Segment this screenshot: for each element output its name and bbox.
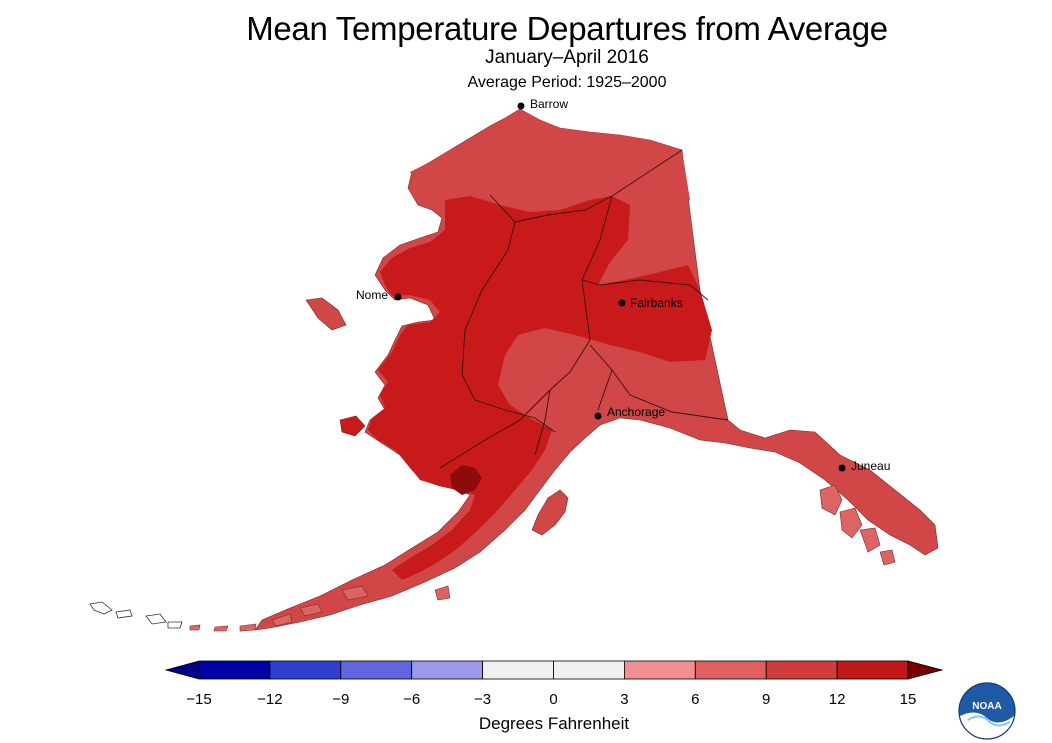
legend-bin	[836, 660, 909, 680]
city-label-nome: Nome	[356, 288, 388, 302]
city-label-anchorage: Anchorage	[607, 405, 665, 419]
legend-unit-label: Degrees Fahrenheit	[478, 714, 630, 733]
legend-tick-label: −6	[403, 691, 421, 708]
legend-tick-label: 15	[899, 691, 917, 708]
legend-bin	[198, 660, 271, 680]
panhandle-islands	[819, 484, 896, 566]
legend-bin	[340, 660, 413, 680]
city-fairbanks: Fairbanks	[618, 296, 683, 310]
climate-division-lines	[439, 149, 729, 469]
city-label-fairbanks: Fairbanks	[630, 296, 683, 310]
legend-tick-label: −15	[186, 691, 212, 708]
legend-underflow-triangle	[164, 660, 200, 680]
legend-tick-label: 3	[620, 691, 629, 708]
map-title: Mean Temperature Departures from Average	[246, 10, 888, 47]
average-period: Average Period: 1925–2000	[467, 74, 667, 91]
legend-bin	[694, 660, 767, 680]
nunivak-island	[339, 415, 366, 437]
city-barrow: Barrow	[517, 97, 568, 111]
legend-bin	[411, 660, 484, 680]
legend-tick-label: 12	[828, 691, 846, 708]
legend-bin	[765, 660, 838, 680]
kodiak-island	[531, 489, 569, 536]
legend-tick-label: 6	[691, 691, 700, 708]
city-juneau: Juneau	[838, 459, 890, 473]
city-label-barrow: Barrow	[530, 97, 568, 111]
st-lawrence-island	[305, 297, 347, 331]
legend-tick-label: −12	[257, 691, 283, 708]
alaska-landmass	[89, 108, 939, 632]
legend-tick-label: −9	[332, 691, 350, 708]
western-aleutians	[89, 601, 183, 629]
noaa-logo-text: NOAA	[972, 701, 1001, 712]
legend-colorbar	[164, 660, 944, 680]
legend-tick-label: −3	[474, 691, 492, 708]
mainland-shape	[254, 108, 939, 631]
legend-tick-label: 9	[762, 691, 771, 708]
legend-bin	[482, 660, 554, 680]
legend-bin	[624, 660, 696, 680]
city-anchorage: Anchorage	[594, 405, 665, 420]
noaa-logo: NOAA	[958, 682, 1016, 740]
hot-spot-region	[450, 465, 482, 495]
city-nome: Nome	[356, 288, 402, 302]
legend-overflow-triangle	[907, 660, 944, 680]
legend-bin	[553, 660, 625, 680]
aleutian-islands	[189, 585, 451, 632]
legend-bin	[269, 660, 342, 680]
city-label-juneau: Juneau	[851, 459, 890, 473]
west-coast-region	[410, 109, 690, 200]
map-subtitle: January–April 2016	[485, 47, 649, 68]
legend-tick-label: 0	[549, 691, 558, 708]
